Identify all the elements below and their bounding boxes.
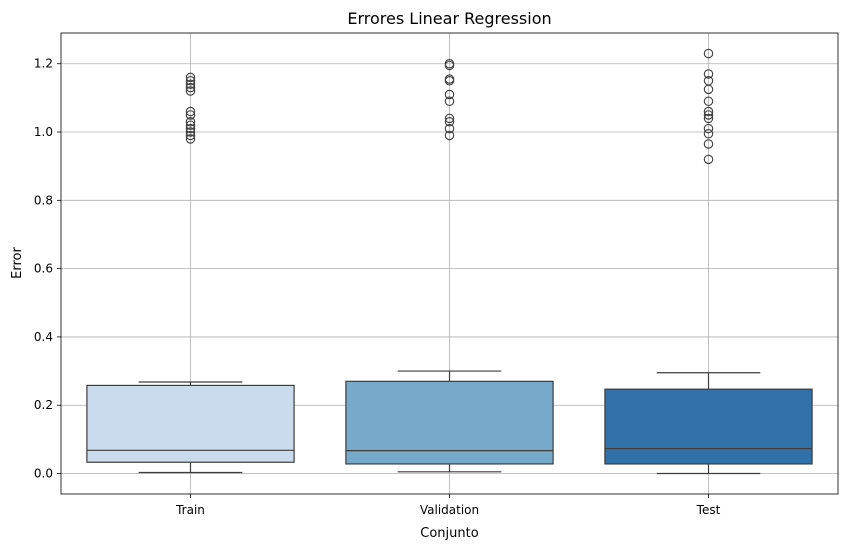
- x-axis-label: Conjunto: [420, 526, 478, 541]
- outlier-point: [185, 134, 196, 144]
- outlier-point: [444, 89, 455, 100]
- y-tick-label: 0.2: [34, 398, 53, 412]
- axes: 0.0 0.2 0.4 0.6 0.8 1.0 1.2 Train Validation Test: [34, 57, 721, 517]
- outlier-point: [703, 48, 714, 59]
- y-axis-label: Error: [10, 247, 25, 279]
- x-tick-label: Validation: [420, 503, 479, 517]
- outlier-point: [185, 76, 196, 86]
- box-group-train: [86, 72, 295, 474]
- chart-title: Errores Linear Regression: [347, 9, 551, 28]
- outlier-point: [185, 120, 196, 130]
- outlier-point: [703, 154, 714, 165]
- y-tick-label: 1.2: [34, 57, 53, 71]
- outlier-point: [444, 113, 455, 124]
- outlier-point: [444, 117, 455, 127]
- outlier-point: [185, 117, 196, 127]
- box: [86, 384, 295, 463]
- outlier-point: [185, 106, 196, 117]
- outlier-point: [703, 123, 714, 134]
- outlier-point: [703, 69, 714, 79]
- outlier-point: [444, 130, 455, 141]
- outlier-point: [444, 74, 455, 84]
- outlier-point: [185, 110, 196, 120]
- outlier-point: [185, 72, 196, 83]
- x-tick-label: Test: [696, 503, 721, 517]
- outlier-point: [185, 130, 196, 141]
- outlier-point: [703, 106, 714, 117]
- box: [604, 388, 813, 465]
- outlier-point: [703, 113, 714, 124]
- box-group-validation: [345, 58, 554, 473]
- outlier-point: [703, 128, 714, 139]
- outlier-point: [185, 79, 196, 89]
- outlier-point: [185, 86, 196, 96]
- outlier-point: [703, 139, 714, 149]
- outlier-point: [185, 82, 196, 93]
- y-tick-label: 0.4: [34, 330, 53, 344]
- outlier-point: [444, 58, 455, 69]
- box: [345, 380, 554, 465]
- y-tick-label: 0.0: [34, 467, 53, 481]
- y-tick-label: 0.8: [34, 193, 53, 207]
- outlier-point: [185, 123, 196, 134]
- y-tick-label: 0.6: [34, 262, 53, 276]
- outlier-point: [703, 76, 714, 86]
- x-tick-label: Train: [175, 503, 205, 517]
- outlier-point: [444, 96, 455, 107]
- box-group-test: [604, 48, 813, 475]
- outlier-point: [185, 127, 196, 137]
- outlier-point: [703, 96, 714, 107]
- outlier-point: [444, 123, 455, 134]
- outlier-point: [703, 110, 714, 120]
- boxes: [86, 48, 813, 475]
- y-tick-label: 1.0: [34, 125, 53, 139]
